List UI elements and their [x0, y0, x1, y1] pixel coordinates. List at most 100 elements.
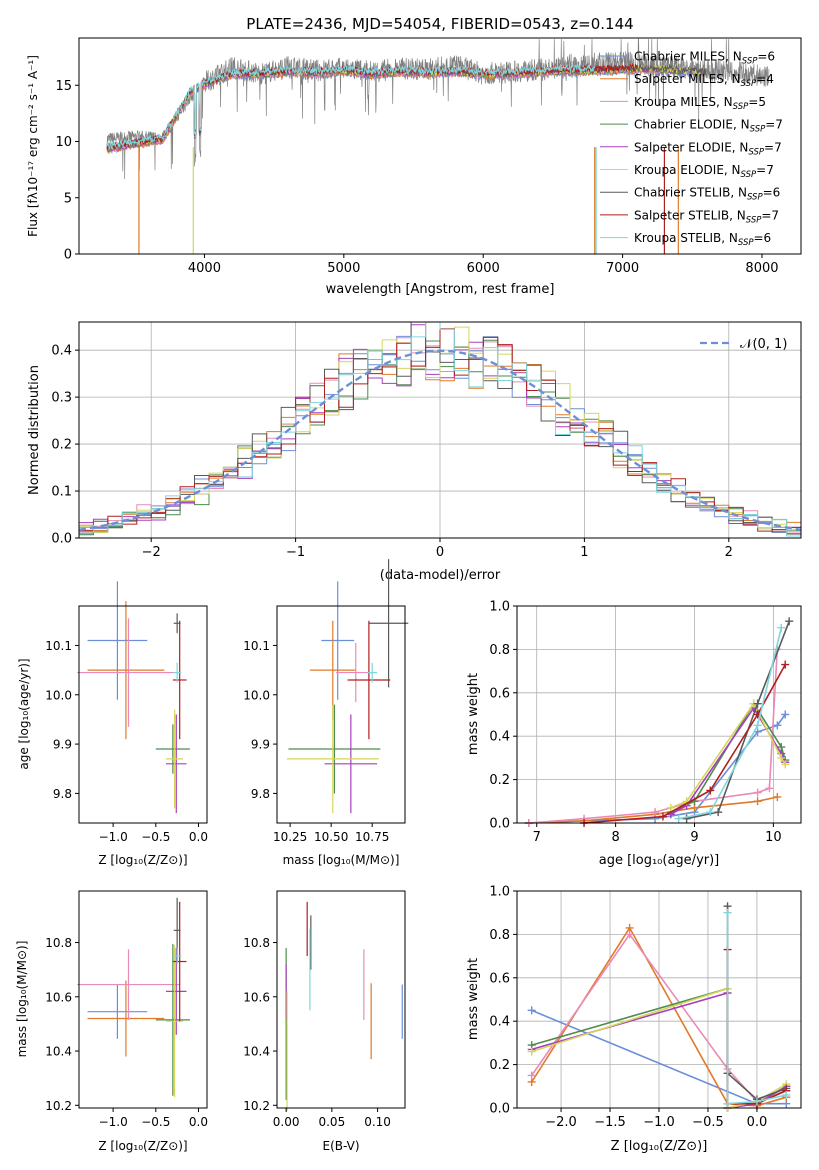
residual-histogram-9 — [79, 322, 801, 537]
mass-weight-vs-age-xlabel: age [log₁₀(age/yr)] — [599, 853, 720, 868]
mass-weight-vs-Z-xlabel: Z [log₁₀(Z/Z⊙)] — [611, 1139, 708, 1154]
spectrum-legend: Chabrier MILES, NSSP=6 Salpeter MILES, NS… — [600, 50, 783, 248]
legend-label: Kroupa ELODIE, NSSP=7 — [634, 163, 774, 180]
mass-weight-vs-Z-ylabel: mass weight — [466, 958, 481, 1040]
mass-weight-vs-age-marker — [666, 803, 675, 812]
mass-weight-vs-Z-series-9 — [726, 912, 787, 1105]
age-vs-mass-xtick-label: 10.25 — [273, 830, 307, 844]
mass-vs-Z-xtick-label: 0.0 — [189, 1115, 208, 1129]
age-vs-Z-ytick-label: 10.0 — [45, 688, 72, 702]
age-vs-mass-xlabel: mass [log₁₀(M/M⊙)] — [283, 853, 400, 867]
age-vs-Z-point-3 — [77, 618, 180, 727]
spectrum-ylabel: Flux [fλ10⁻¹⁷ erg cm⁻² s⁻¹ A⁻¹] — [26, 55, 40, 237]
mass-vs-EBV-xtick-label: 0.05 — [318, 1115, 345, 1129]
mass-vs-Z-point-6 — [166, 945, 184, 1098]
model-spectrum-9 — [106, 63, 596, 150]
mass-weight-vs-age-marker — [651, 808, 660, 817]
mass-weight-vs-Z-ytick-label: 0.0 — [489, 1102, 510, 1117]
legend-label: Salpeter STELIB, NSSP=7 — [634, 208, 779, 225]
legend-label: Chabrier ELODIE, NSSP=7 — [634, 118, 783, 135]
mass-weight-vs-Z-ytick-label: 0.4 — [489, 1015, 510, 1030]
age-vs-mass-ytick-label: 9.8 — [251, 787, 270, 801]
age-vs-mass-point-8 — [347, 620, 391, 740]
mass-vs-Z-xtick-label: −0.5 — [141, 1115, 170, 1129]
mass-vs-EBV-xtick-label: 0.10 — [364, 1115, 391, 1129]
age-vs-mass-ytick-label: 10.0 — [243, 688, 270, 702]
mass-weight-vs-age-series-4 — [670, 702, 786, 813]
age-vs-Z-point-5 — [166, 714, 187, 814]
residuals-xtick-label: −2 — [142, 545, 161, 560]
mass-weight-vs-age-marker — [753, 699, 762, 708]
mass-vs-EBV-frame — [276, 890, 406, 1109]
mass-weight-vs-age-xtick-label: 8 — [611, 830, 619, 845]
age-vs-Z-frame — [78, 605, 208, 824]
residuals-ytick-label: 0.1 — [51, 485, 72, 500]
mass-vs-EBV-panel: 0.00 0.05 0.10 10.2 10.4 10.6 10.8 E(B-V) — [243, 890, 406, 1153]
age-vs-mass-ytick-label: 10.1 — [243, 639, 270, 653]
mass-vs-Z-point-3 — [77, 949, 180, 1020]
mass-vs-Z-point-2 — [87, 980, 165, 1057]
observed-spectrum — [106, 38, 770, 180]
spectrum-title: PLATE=2436, MJD=54054, FIBERID=0543, z=0… — [246, 15, 633, 33]
mass-weight-vs-Z-xtick-label: 0.0 — [747, 1115, 768, 1130]
age-vs-mass-xtick-label: 10.75 — [355, 830, 389, 844]
residuals-xtick-label: 1 — [580, 545, 588, 560]
residuals-ytick-label: 0.0 — [51, 532, 72, 547]
residuals-ylabel: Normed distribution — [27, 365, 42, 495]
age-vs-mass-point-9 — [367, 662, 378, 683]
residuals-ytick-label: 0.4 — [51, 344, 72, 359]
age-vs-mass-panel: 10.25 10.50 10.75 9.8 9.9 10.0 10.1 mass [log₁… — [243, 559, 409, 867]
mass-weight-vs-age-marker — [777, 753, 786, 762]
mass-vs-Z-panel: −1.0 −0.5 0.0 10.2 10.4 10.6 10.8 Z [log₁₀(Z/Z… — [15, 890, 208, 1153]
mass-weight-vs-age-marker — [753, 788, 762, 797]
mass-weight-vs-Z-xtick-label: −2.0 — [545, 1115, 577, 1130]
mass-weight-vs-age-panel: 7 8 9 10 0.0 0.2 0.4 0.6 0.8 1.0 age [log₁₀(age/y… — [466, 600, 802, 868]
mass-vs-Z-frame — [78, 890, 208, 1109]
mass-weight-vs-age-ytick-label: 0.8 — [489, 643, 510, 658]
mass-vs-Z-ytick-label: 10.8 — [45, 936, 72, 950]
residuals-xtick-label: 0 — [436, 545, 444, 560]
spectrum-xtick-label: 8000 — [745, 261, 778, 276]
age-vs-Z-point-6 — [166, 709, 184, 809]
mass-vs-EBV-ytick-label: 10.6 — [243, 990, 270, 1004]
age-vs-Z-point-1 — [87, 581, 148, 700]
mass-vs-Z-point-4 — [155, 943, 190, 1096]
age-vs-Z-point-4 — [155, 724, 190, 774]
mass-vs-EBV-ytick-label: 10.8 — [243, 936, 270, 950]
residuals-panel: −2 −1 0 1 2 0.0 0.1 0.2 0.3 0.4 (data-model)/erro… — [27, 321, 802, 583]
mass-vs-Z-point-8 — [172, 901, 187, 1022]
mass-weight-vs-Z-marker — [527, 1006, 536, 1015]
mass-weight-vs-age-marker — [781, 760, 790, 769]
mass-weight-vs-age-marker — [785, 617, 794, 626]
age-vs-Z-xtick-label: −1.0 — [99, 830, 128, 844]
residuals-legend: 𝒩(0, 1) — [700, 337, 787, 352]
mass-vs-Z-point-5 — [166, 947, 187, 1035]
age-vs-Z-point-8 — [172, 620, 187, 740]
age-vs-mass-point-4 — [288, 704, 381, 794]
mass-vs-Z-point-9 — [172, 947, 182, 965]
mass-weight-vs-Z-ytick-label: 0.2 — [489, 1058, 510, 1073]
residuals-xlabel: (data-model)/error — [380, 568, 501, 583]
legend-label: Chabrier MILES, NSSP=6 — [634, 50, 775, 67]
residual-histogram-8 — [79, 328, 801, 532]
mass-weight-vs-age-marker — [682, 814, 691, 823]
mass-vs-Z-ytick-label: 10.6 — [45, 990, 72, 1004]
age-vs-Z-ytick-label: 9.8 — [53, 787, 72, 801]
age-vs-mass-frame — [276, 605, 406, 824]
mass-weight-vs-age-xtick-label: 7 — [533, 830, 541, 845]
mass-weight-vs-age-ytick-label: 0.4 — [489, 730, 510, 745]
age-vs-Z-ytick-label: 9.9 — [53, 738, 72, 752]
residual-histogram-6 — [79, 326, 801, 533]
mass-vs-Z-xlabel: Z [log₁₀(Z/Z⊙)] — [98, 1139, 187, 1153]
mass-vs-EBV-ytick-label: 10.4 — [243, 1045, 270, 1059]
mass-weight-vs-age-ytick-label: 0.0 — [489, 817, 510, 832]
mass-weight-vs-age-marker — [765, 784, 774, 793]
legend-label: Kroupa MILES, NSSP=5 — [634, 95, 766, 112]
age-vs-Z-point-9 — [172, 662, 182, 683]
mass-weight-vs-Z-marker — [782, 1090, 791, 1099]
gaussian-curve — [79, 349, 801, 531]
mass-weight-vs-Z-marker — [723, 908, 732, 917]
age-vs-Z-xlabel: Z [log₁₀(Z/Z⊙)] — [98, 853, 187, 867]
age-vs-Z-ylabel: age [log₁₀(age/yr)] — [17, 658, 31, 769]
